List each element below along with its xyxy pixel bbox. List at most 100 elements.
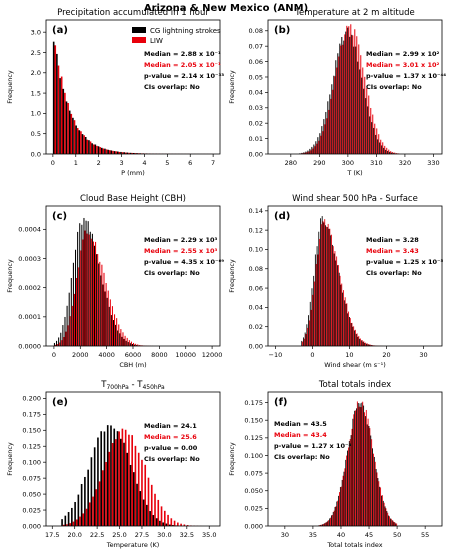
y-tick-label: 0.08 [249,27,263,35]
bar-liw [329,228,331,346]
bar-cg [382,500,384,526]
bar-liw [88,234,90,346]
bar-liw [303,338,305,346]
y-tick-label: 0.06 [249,58,263,66]
bar-cg [362,341,364,346]
bar-liw [130,341,132,346]
bar-liw [390,151,392,154]
bar-cg [104,291,106,346]
bar-liw [396,523,398,526]
y-axis-label: Frequency [228,442,236,476]
bar-liw [308,320,310,346]
x-tick-label: 45 [365,531,373,539]
bar-cg [366,343,367,346]
x-tick-label: 0 [310,351,314,359]
bar-liw [88,502,91,526]
bar-liw [366,88,368,154]
bar-cg [103,431,106,526]
bar-liw [367,418,369,526]
bar-cg [123,152,125,154]
bar-liw [128,434,130,526]
bar-liw [304,152,306,154]
bar-cg [133,152,135,154]
bar-liw [356,401,358,526]
bar-cg [301,340,303,346]
bar-liw [376,472,378,526]
bar-cg [89,231,91,346]
bar-cg [71,507,73,526]
bar-cg [325,225,327,346]
bar-cg [58,337,60,346]
bar-cg [370,435,372,526]
bar-liw [134,153,137,154]
bar-liw [122,332,124,346]
bar-liw [376,128,378,154]
bar-liw [336,67,338,154]
bar-cg [348,441,350,526]
y-tick-label: 0.14 [249,207,263,215]
bar-liw [105,282,107,346]
bar-cg [325,111,327,154]
bar-cg [356,408,357,526]
bar-liw [141,459,143,526]
bar-liw [335,506,337,526]
bar-liw [394,152,396,154]
bar-cg [393,522,395,526]
stat-pvalue: p-value = 0.00 [144,444,198,452]
bar-liw [339,492,340,526]
stat-pvalue: p-value = 1.27 x 10⁻⁴ [274,442,351,450]
bar-liw [115,151,117,154]
bar-liw [374,461,376,526]
bar-liw [92,144,95,154]
bar-liw [362,67,364,154]
y-tick-label: 0.12 [249,226,263,234]
y-tick-label: 0.04 [249,89,263,97]
bar-liw [95,489,98,526]
bar-cg [371,345,372,346]
bar-cg [88,140,90,154]
bar-cg [321,216,323,346]
bar-cg [309,148,311,154]
bar-liw [72,521,75,526]
x-tick-label: 30 [281,531,289,539]
bar-cg [75,125,77,154]
stat-median-liw: Median = 2.05 x 10⁻¹ [144,61,221,69]
y-tick-label: 0.100 [244,452,263,460]
x-tick-label: 3 [119,159,123,167]
bar-liw [79,516,81,526]
bar-cg [87,221,89,346]
bar-liw [392,151,394,154]
bar-cg [366,424,368,526]
bar-liw [105,149,108,154]
bar-liw [131,152,133,154]
bar-liw [334,251,336,346]
bar-liw [324,124,326,154]
bar-cg [320,218,321,346]
bar-cg [369,344,371,346]
bar-cg [355,46,357,155]
bar-liw [362,401,364,526]
bar-cg [168,524,171,526]
bar-cg [385,149,387,154]
bar-liw [351,428,353,526]
legend-label-cg: CG lightning strokes [150,27,221,35]
x-tick-label: 290 [313,159,325,167]
bar-liw [84,230,86,346]
bar-cg [354,410,356,526]
bar-cg [100,147,103,154]
bar-cg [136,483,138,526]
panel-f: Total totals index 30 35 40 45 50 55 0.000 0.025… [228,380,443,549]
x-tick-label: 32.5 [180,531,194,539]
y-tick-label: 0.0 [31,150,41,158]
bar-cg [120,151,122,154]
bar-liw [371,345,373,346]
bar-liw [108,150,111,154]
x-tick-label: 0 [51,159,55,167]
bar-cg [93,245,96,346]
bar-cg [84,136,87,154]
bar-cg [81,134,84,154]
bar-liw [73,120,76,154]
bar-cg [72,117,74,154]
bar-cg [323,222,325,346]
bar-liw [120,329,122,346]
